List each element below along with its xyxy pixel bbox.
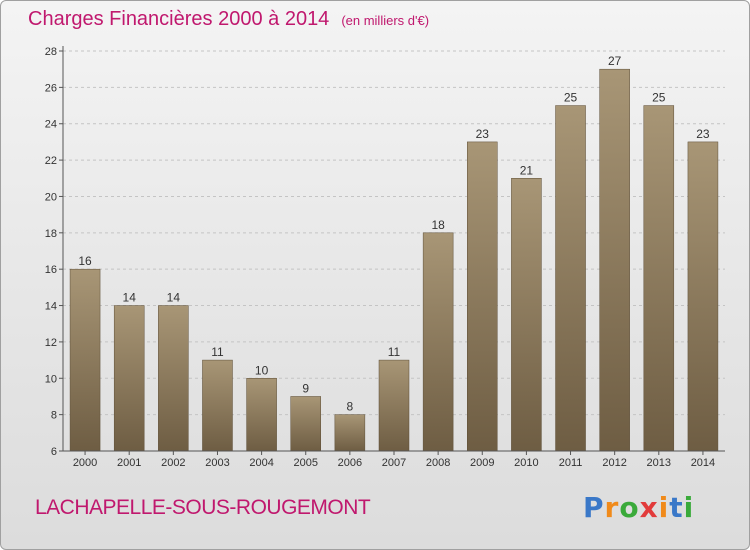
data-label: 25 [564, 91, 578, 105]
x-tick-label: 2014 [691, 457, 715, 469]
y-tick-label: 16 [45, 264, 57, 276]
bar-2011[interactable] [555, 105, 586, 452]
x-tick-label: 2004 [249, 457, 273, 469]
y-tick-label: 12 [45, 337, 57, 349]
x-tick-label: 2010 [514, 457, 538, 469]
bar-2000[interactable] [69, 268, 101, 452]
data-label: 23 [696, 127, 710, 141]
data-label: 18 [431, 218, 445, 232]
logo-letter: t [669, 491, 684, 524]
data-label: 21 [520, 163, 534, 177]
data-label: 14 [123, 291, 137, 305]
data-label: 8 [347, 400, 354, 414]
bar-2002[interactable] [158, 305, 189, 452]
bar-2003[interactable] [202, 359, 233, 452]
logo-letter: r [604, 491, 620, 524]
x-tick-label: 2007 [382, 457, 406, 469]
data-label: 11 [388, 345, 401, 359]
logo-letter: x [639, 491, 659, 524]
data-labels: 16 14 14 11 10 9 8 11 18 23 21 25 27 25 23 [78, 54, 710, 413]
bar-2014[interactable] [687, 141, 719, 452]
bar-2012[interactable] [599, 68, 630, 452]
x-tick-label: 2001 [117, 457, 141, 469]
y-tick-label: 14 [45, 301, 57, 313]
bar-2004[interactable] [246, 378, 277, 452]
chart-title-text: Charges Financières 2000 à 2014 [28, 8, 330, 30]
x-tick-label: 2003 [205, 457, 229, 469]
logo-letter: i [683, 491, 695, 524]
y-tick-label: 6 [51, 446, 57, 458]
x-tick-label: 2009 [470, 457, 494, 469]
y-tick-label: 18 [45, 228, 57, 240]
axes: 6 8 10 12 14 16 18 20 22 24 26 28 2000 2001 2002 2003 20… [45, 46, 725, 469]
x-tick-label: 2011 [559, 457, 583, 469]
y-tick-label: 8 [51, 410, 57, 422]
x-tick-label: 2000 [73, 457, 97, 469]
y-tick-label: 22 [45, 155, 57, 167]
chart-unit: (en milliers d'€) [341, 13, 430, 28]
data-label: 27 [608, 54, 622, 68]
logo-letter: i [658, 491, 670, 524]
bar-2005[interactable] [290, 396, 321, 452]
bar-2007[interactable] [378, 359, 410, 452]
chart-title: Charges Financières 2000 à 2014 (en milli… [28, 8, 429, 31]
x-tick-label: 2008 [426, 457, 450, 469]
bars [69, 68, 719, 452]
data-label: 9 [302, 381, 309, 395]
commune-name: LACHAPELLE-SOUS-ROUGEMONT [35, 496, 371, 519]
data-label: 14 [167, 291, 181, 305]
y-tick-label: 10 [45, 373, 57, 385]
x-tick-label: 2006 [338, 457, 362, 469]
data-label: 16 [78, 254, 92, 268]
y-tick-label: 26 [45, 82, 57, 94]
bar-2013[interactable] [643, 105, 675, 452]
proxiti-logo[interactable]: Proxiti [583, 491, 694, 524]
logo-letter: P [583, 491, 605, 524]
x-tick-label: 2013 [647, 457, 671, 469]
x-tick-label: 2005 [293, 457, 317, 469]
bar-2008[interactable] [422, 232, 454, 452]
bar-2009[interactable] [467, 141, 498, 452]
data-label: 11 [211, 345, 224, 359]
data-label: 10 [255, 363, 269, 377]
data-label: 25 [652, 91, 666, 105]
bar-2006[interactable] [334, 414, 366, 452]
y-tick-label: 28 [45, 46, 57, 58]
bar-2010[interactable] [511, 178, 542, 452]
y-tick-label: 24 [45, 119, 57, 131]
logo-letter: o [619, 491, 640, 524]
x-tick-label: 2002 [161, 457, 185, 469]
x-tick-label: 2012 [602, 457, 626, 469]
y-tick-label: 20 [45, 191, 57, 203]
bar-2001[interactable] [113, 305, 145, 452]
data-label: 23 [476, 127, 490, 141]
